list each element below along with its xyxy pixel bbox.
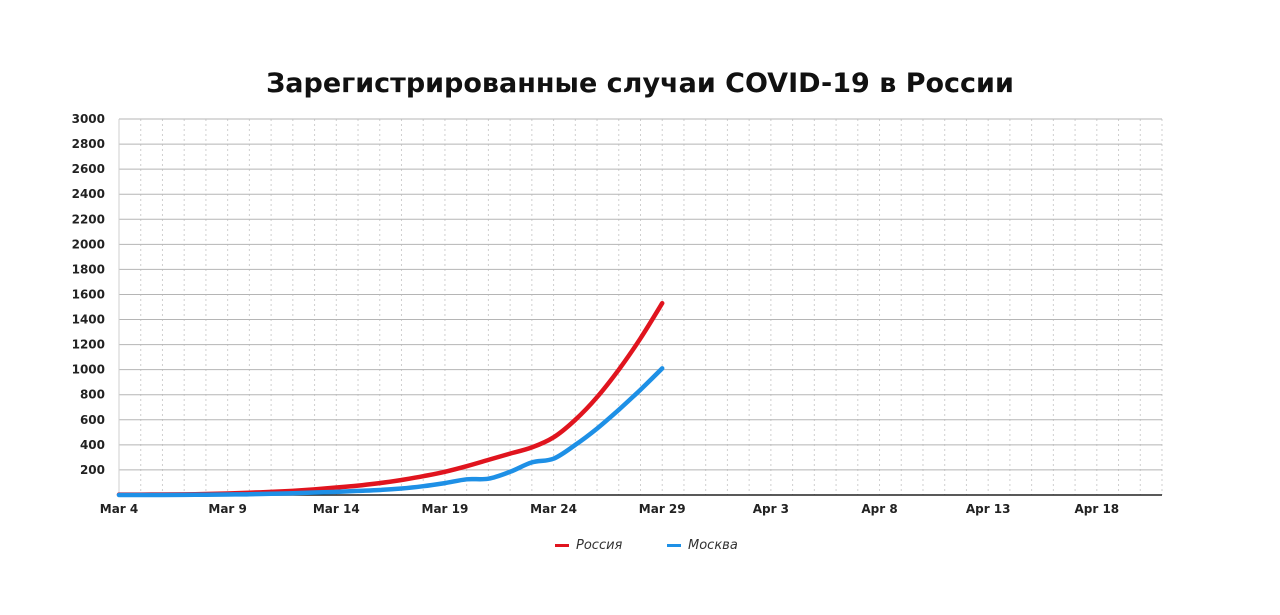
chart-title: Зарегистрированные случаи COVID-19 в Рос… <box>266 68 1014 99</box>
legend-label-moscow: Москва <box>688 538 738 553</box>
legend-item-moscow: Москва <box>667 538 738 553</box>
y-tick-label: 200 <box>80 463 105 477</box>
y-tick-label: 1000 <box>72 363 105 377</box>
legend-swatch-moscow <box>667 544 681 547</box>
x-tick-label: Apr 13 <box>966 502 1011 516</box>
series-lines <box>116 300 665 498</box>
x-tick-label: Mar 19 <box>422 502 469 516</box>
x-tick-label: Apr 18 <box>1074 502 1119 516</box>
series-line-moscow <box>116 366 665 498</box>
x-tick-label: Mar 24 <box>530 502 577 516</box>
x-axis-tick-labels: Mar 4 Mar 9 Mar 14 Mar 19 Mar 24 Mar 29 Apr 3 A… <box>100 502 1119 516</box>
legend-label-russia: Россия <box>576 538 623 553</box>
y-axis-tick-labels: 200 400 600 800 1000 1200 1400 1600 1800 2000 2200… <box>72 112 105 477</box>
y-tick-label: 800 <box>80 388 105 402</box>
y-tick-label: 2200 <box>72 212 105 226</box>
x-tick-label: Mar 14 <box>313 502 360 516</box>
y-tick-label: 3000 <box>72 112 105 126</box>
legend-item-russia: Россия <box>555 538 622 553</box>
minor-gridlines <box>118 119 1163 495</box>
y-tick-label: 2400 <box>72 187 105 201</box>
x-tick-label: Apr 3 <box>753 502 789 516</box>
major-gridlines <box>119 118 1162 471</box>
legend-swatch-russia <box>555 544 569 547</box>
x-tick-label: Mar 4 <box>100 502 138 516</box>
y-tick-label: 1600 <box>72 287 105 301</box>
series-line-russia <box>116 300 665 497</box>
y-tick-label: 1400 <box>72 313 105 327</box>
y-tick-label: 400 <box>80 438 105 452</box>
y-tick-label: 600 <box>80 413 105 427</box>
y-tick-label: 2800 <box>72 137 105 151</box>
x-tick-label: Mar 29 <box>639 502 686 516</box>
y-tick-label: 1200 <box>72 338 105 352</box>
x-tick-label: Mar 9 <box>208 502 246 516</box>
y-tick-label: 1800 <box>72 262 105 276</box>
x-tick-label: Apr 8 <box>861 502 897 516</box>
legend: Россия Москва <box>0 538 1280 558</box>
y-tick-label: 2600 <box>72 162 105 176</box>
y-tick-label: 2000 <box>72 237 105 251</box>
